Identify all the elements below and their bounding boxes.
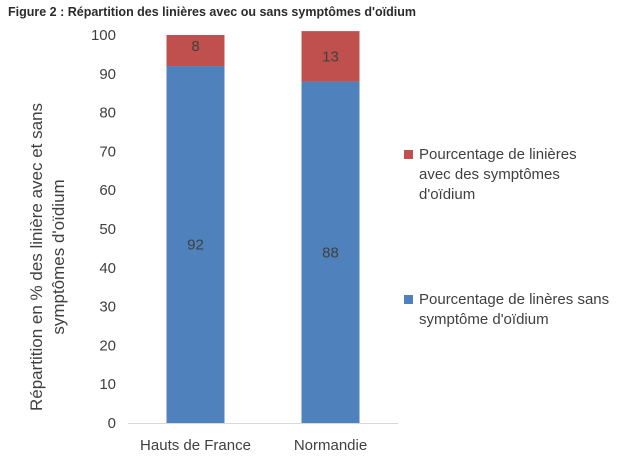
legend-swatch-with-symptoms <box>404 150 413 159</box>
y-tick-label: 0 <box>108 415 116 432</box>
y-tick-label: 60 <box>99 182 116 199</box>
bar-segment-without-symptoms <box>301 81 360 423</box>
y-tick-label: 70 <box>99 143 116 160</box>
y-tick-label: 20 <box>99 337 116 354</box>
y-tick-label: 90 <box>99 66 116 83</box>
y-tick-label: 50 <box>99 221 116 238</box>
bar-segment-with-symptoms <box>166 35 225 67</box>
data-label: 88 <box>322 244 339 261</box>
legend-label-with-symptoms: Pourcentage de linières avec des symptôm… <box>419 146 577 203</box>
y-tick-label: 40 <box>99 260 116 277</box>
data-label: 13 <box>322 48 339 65</box>
x-category-label: Hauts de France <box>140 437 251 454</box>
bar-segment-without-symptoms <box>166 66 225 423</box>
legend-label-without-symptoms: Pourcentage de linères sans symptôme d'o… <box>419 291 610 328</box>
legend-item-without-symptoms: Pourcentage de linères sans symptôme d'o… <box>404 290 609 330</box>
y-tick-label: 10 <box>99 376 116 393</box>
y-tick-label: 100 <box>91 27 116 44</box>
figure-title: Figure 2 : Répartition des linières avec… <box>8 5 416 19</box>
data-label: 92 <box>187 237 204 254</box>
x-category-label: Normandie <box>294 437 367 454</box>
y-tick-label: 80 <box>99 105 116 122</box>
y-axis-title-line: Répartition en % des linière avec et san… <box>27 103 46 411</box>
bar-segment-with-symptoms <box>301 31 360 82</box>
y-tick-label: 30 <box>99 299 116 316</box>
y-axis-title-line: symptômes d'oïdium <box>49 179 68 334</box>
data-label: 8 <box>191 38 199 55</box>
legend-swatch-without-symptoms <box>404 295 413 304</box>
legend-item-with-symptoms: Pourcentage de linières avec des symptôm… <box>404 145 577 205</box>
